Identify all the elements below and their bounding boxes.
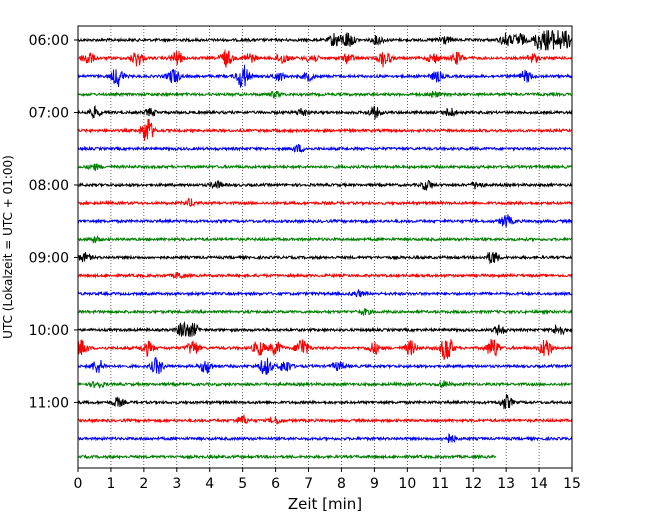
trace-0700 xyxy=(77,105,573,120)
trace-0600 xyxy=(77,30,573,51)
trace-1000 xyxy=(77,320,573,337)
trace-0745 xyxy=(77,163,573,172)
y-tick-label-07:00: 07:00 xyxy=(29,105,69,121)
x-tick-label-10: 10 xyxy=(398,476,416,492)
y-tick-label-11:00: 11:00 xyxy=(29,395,69,411)
trace-1145 xyxy=(77,453,497,461)
x-tick-label-7: 7 xyxy=(304,476,313,492)
trace-1100 xyxy=(77,394,573,410)
x-tick-label-11: 11 xyxy=(431,476,449,492)
x-tick-label-8: 8 xyxy=(337,476,346,492)
trace-0630 xyxy=(77,64,573,88)
trace-0800 xyxy=(77,179,573,191)
y-tick-label-10:00: 10:00 xyxy=(29,323,69,339)
trace-0815 xyxy=(77,197,573,208)
y-tick-label-06:00: 06:00 xyxy=(29,33,69,49)
trace-1030 xyxy=(77,357,573,375)
x-tick-label-3: 3 xyxy=(172,476,181,492)
x-tick-label-6: 6 xyxy=(271,476,280,492)
trace-0615 xyxy=(77,49,573,68)
trace-0930 xyxy=(77,288,573,298)
trace-0915 xyxy=(77,271,573,280)
x-axis-ticks: 0 1 2 3 4 5 6 7 8 9 10 11 12 13 14 15 xyxy=(74,468,581,492)
x-tick-label-12: 12 xyxy=(464,476,482,492)
x-tick-label-14: 14 xyxy=(530,476,548,492)
x-axis-label: Zeit [min] xyxy=(288,495,362,513)
x-tick-label-1: 1 xyxy=(106,476,115,492)
trace-0845 xyxy=(77,235,573,244)
trace-0730 xyxy=(77,143,573,153)
seismic-traces xyxy=(77,30,573,461)
trace-1045 xyxy=(77,380,573,389)
trace-0900 xyxy=(77,251,573,265)
x-tick-label-5: 5 xyxy=(238,476,247,492)
y-axis-ticks: 06:00 07:00 08:00 09:00 10:00 11:00 xyxy=(29,33,78,411)
trace-1115 xyxy=(77,413,573,425)
x-tick-label-2: 2 xyxy=(139,476,148,492)
trace-0830 xyxy=(77,214,573,228)
trace-0715 xyxy=(77,118,573,141)
y-axis-label: UTC (Lokalzeit = UTC + 01:00) xyxy=(1,155,15,339)
x-tick-label-15: 15 xyxy=(563,476,581,492)
x-tick-label-13: 13 xyxy=(497,476,515,492)
trace-0645 xyxy=(77,90,573,100)
trace-1015 xyxy=(77,339,573,361)
plot-frame xyxy=(77,25,573,469)
trace-1130 xyxy=(77,432,573,444)
x-tick-label-0: 0 xyxy=(74,476,83,492)
x-tick-label-9: 9 xyxy=(370,476,379,492)
x-tick-label-4: 4 xyxy=(205,476,214,492)
trace-0945 xyxy=(77,307,573,316)
y-tick-label-09:00: 09:00 xyxy=(29,250,69,266)
y-tick-label-08:00: 08:00 xyxy=(29,178,69,194)
